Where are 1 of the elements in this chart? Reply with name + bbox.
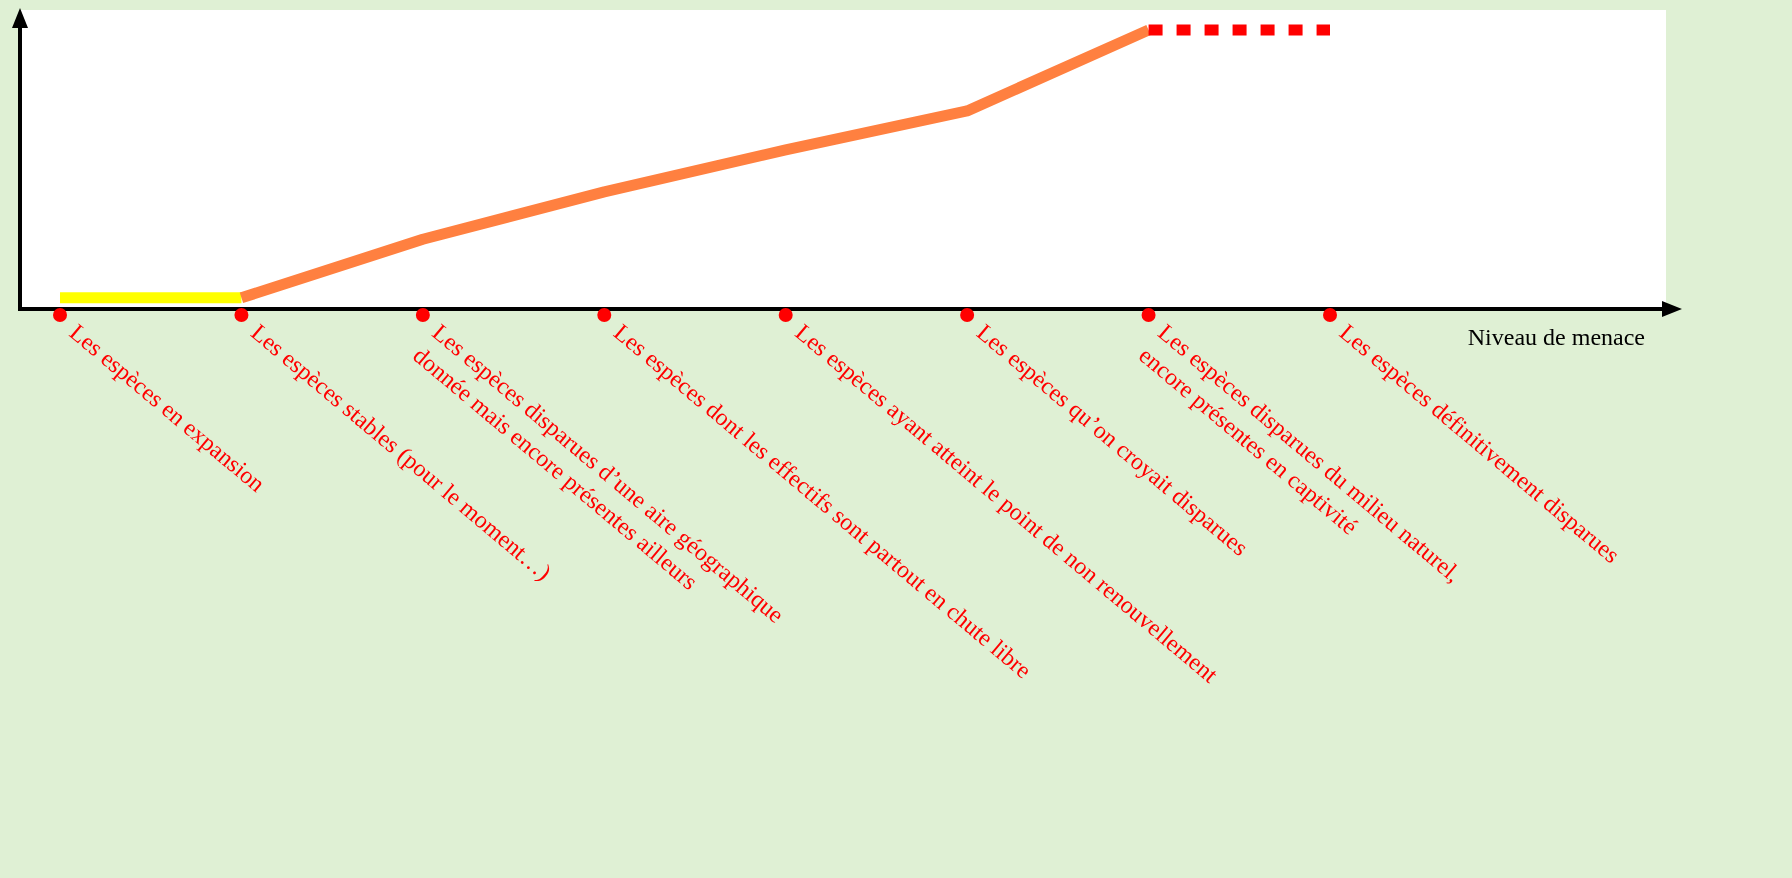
- x-axis-title: Niveau de menace: [1467, 324, 1645, 350]
